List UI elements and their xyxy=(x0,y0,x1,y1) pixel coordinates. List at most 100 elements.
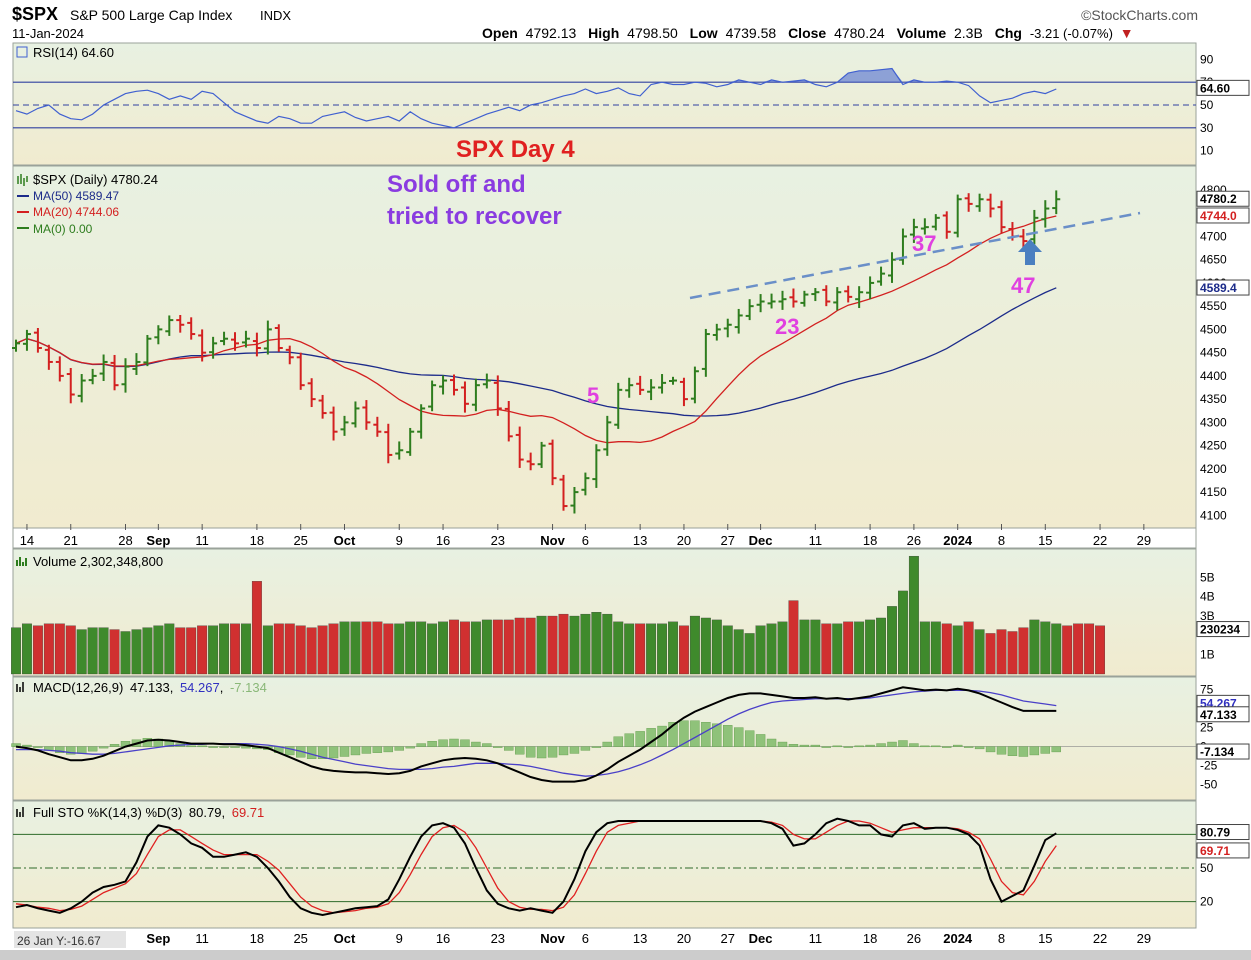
volume-bar xyxy=(865,619,876,675)
rsi-current-label-box xyxy=(1196,79,1250,96)
volume-bar xyxy=(887,606,897,675)
sto-k-line xyxy=(15,817,1057,917)
price-bar xyxy=(844,285,853,303)
macd-histogram-bar xyxy=(843,746,853,748)
x-tick-label-bottom: 11 xyxy=(195,931,209,946)
price-legend-spx: $SPX (Daily) 4780.24 xyxy=(33,172,158,187)
price-bar xyxy=(285,345,294,365)
volume-bar xyxy=(54,623,65,675)
macd-histogram-bar xyxy=(865,744,875,747)
macd-legend-hist: -7.134 xyxy=(230,680,267,695)
price-bar xyxy=(384,423,393,464)
macd-histogram-bar xyxy=(197,745,207,748)
price-legend-ma20: MA(20) 4744.06 xyxy=(33,205,119,219)
low-label: Low xyxy=(690,25,718,41)
x-tick-label-bottom: 2024 xyxy=(943,931,973,946)
volume-bar xyxy=(547,615,558,675)
price-bar xyxy=(701,328,710,377)
volume-bar xyxy=(985,633,996,675)
svg-text:Full STO %K(14,3) %D(3): Full STO %K(14,3) %D(3) 80.79, 69.71 xyxy=(33,805,264,820)
volume-bar xyxy=(43,623,54,675)
price-bar xyxy=(931,214,940,231)
volume-tick-label: 1B xyxy=(1200,648,1215,662)
macd-histogram-bar xyxy=(536,746,547,759)
volume-bar xyxy=(832,623,843,675)
price-bar xyxy=(526,452,535,471)
volume-bar xyxy=(558,613,569,675)
volume-bar xyxy=(1051,623,1062,675)
macd-legend: MACD(12,26,9) 47.133, 54.267, -7.134 xyxy=(16,680,267,695)
macd-histogram-bar xyxy=(744,730,755,747)
volume-bar xyxy=(372,621,383,675)
volume-tick-label: 3B xyxy=(1200,609,1215,623)
macd-histogram-bar xyxy=(712,723,722,747)
price-tick-label: 4200 xyxy=(1200,462,1227,476)
volume-bar xyxy=(843,621,854,675)
macd-histogram-bar xyxy=(701,722,711,747)
macd-histogram-bar xyxy=(219,746,229,748)
sto-d-current-label-box xyxy=(1196,842,1250,859)
price-bar xyxy=(603,415,612,456)
volume-bar xyxy=(481,619,492,675)
rsi-tick-label: 90 xyxy=(1200,52,1214,66)
rsi-overbought-fill xyxy=(16,68,1057,83)
volume-legend: Volume 2,302,348,800 xyxy=(16,554,163,569)
trend-line xyxy=(689,211,1141,300)
price-tick-label: 4650 xyxy=(1200,253,1227,267)
symbol: $SPX xyxy=(12,4,58,24)
macd-histogram-bar xyxy=(755,734,766,747)
price-bar xyxy=(406,427,415,456)
x-tick-label: 18 xyxy=(250,533,264,548)
price-bar xyxy=(471,378,480,412)
price-bar xyxy=(1030,209,1039,245)
macd-histogram-bar xyxy=(208,746,218,748)
price-bar xyxy=(88,368,97,385)
macd-histogram-bar xyxy=(504,746,514,751)
macd-histogram-bar xyxy=(547,746,558,758)
price-bar xyxy=(789,288,798,308)
ma20-current-label: 4744.0 xyxy=(1200,209,1237,223)
price-bar xyxy=(351,401,360,428)
x-tick-label: 6 xyxy=(582,533,589,548)
macd-current-label-box xyxy=(1196,706,1250,723)
x-tick-label-bottom: 29 xyxy=(1137,931,1151,946)
macd-histogram-bar xyxy=(690,720,700,747)
macd-histogram-bar xyxy=(525,746,536,758)
volume-bar xyxy=(1073,623,1084,675)
ohlc-summary: Open 4792.13 High 4798.50 Low 4739.58 Cl… xyxy=(482,25,1134,41)
price-bar xyxy=(99,354,108,382)
price-bar xyxy=(176,314,185,333)
sto-legend: Full STO %K(14,3) %D(3) 80.79, 69.71 xyxy=(16,805,264,820)
x-tick-label-bottom: 18 xyxy=(863,931,877,946)
x-tick-label-bottom: 22 xyxy=(1093,931,1107,946)
price-bar xyxy=(187,317,196,340)
x-tick-label-bottom: 15 xyxy=(1038,931,1052,946)
macd-tick-label: 25 xyxy=(1200,721,1214,735)
macd-histogram-bar xyxy=(328,746,339,759)
svg-text:Open 4792.13 High: Open 4792.13 High 4798.50 Low 4739.58 Cl… xyxy=(482,25,1134,41)
volume-current-label-box xyxy=(1196,621,1250,638)
x-tick-label: 28 xyxy=(118,533,132,548)
macd-histogram-bar xyxy=(1018,746,1029,757)
rsi-tick-label: 10 xyxy=(1200,144,1214,158)
price-bar xyxy=(417,404,426,439)
annotation-tried-to-recover: tried to recover xyxy=(387,203,562,230)
price-bar xyxy=(778,290,787,310)
macd-histogram-bar xyxy=(285,746,295,756)
volume-bar xyxy=(98,627,109,675)
price-bar xyxy=(110,354,119,391)
volume-bar xyxy=(1007,631,1018,675)
price-bar xyxy=(165,315,174,336)
x-tick-label: 29 xyxy=(1137,533,1151,548)
x-tick-label: Dec xyxy=(749,533,773,548)
x-tick-label: 26 xyxy=(907,533,921,548)
x-tick-label-bottom: 8 xyxy=(998,931,1005,946)
price-bar xyxy=(877,266,886,286)
volume-bar xyxy=(11,627,21,675)
volume-bar xyxy=(1095,625,1106,675)
close-label: Close xyxy=(788,25,826,41)
up-arrow-icon xyxy=(1018,239,1042,265)
x-tick-label: 23 xyxy=(491,533,505,548)
x-tick-label: Sep xyxy=(146,533,170,548)
annotation-47: 47 xyxy=(1011,273,1035,298)
